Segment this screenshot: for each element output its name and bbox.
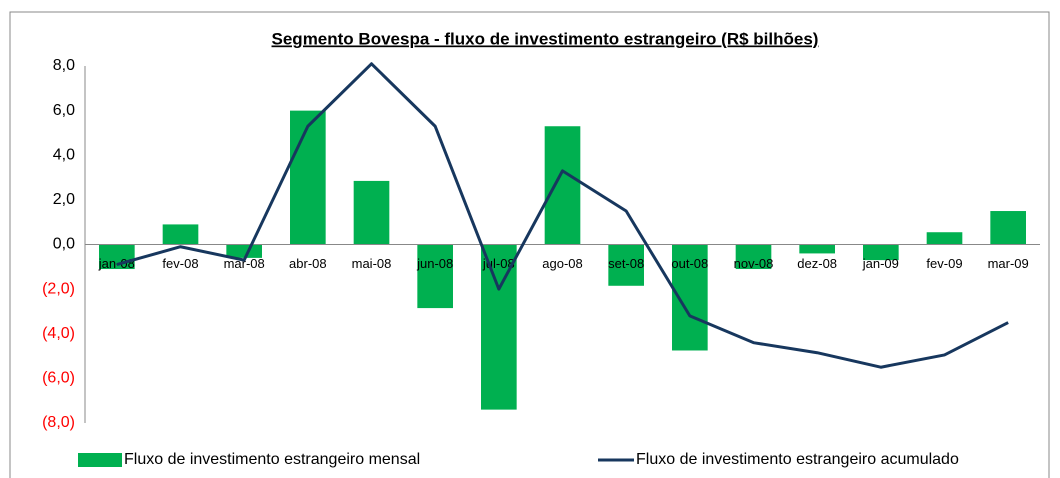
x-tick-label: jun-08 — [416, 256, 453, 271]
y-tick-label: (6,0) — [42, 370, 75, 387]
x-tick-label: jan-08 — [98, 256, 135, 271]
x-tick-label: fev-08 — [162, 256, 198, 271]
bar — [863, 244, 899, 261]
y-tick-label: (8,0) — [42, 414, 75, 431]
bar — [926, 232, 963, 245]
bar — [544, 126, 581, 245]
bar — [226, 244, 262, 258]
line — [116, 62, 1009, 369]
x-tick-label: mar-08 — [224, 256, 265, 271]
y-tick-label: 4,0 — [53, 146, 75, 163]
bar — [799, 244, 835, 254]
x-tick-label: mai-08 — [352, 256, 392, 271]
x-tick-label: fev-09 — [926, 256, 962, 271]
y-tick-label: 8,0 — [53, 57, 75, 74]
x-tick-label: nov-08 — [734, 256, 774, 271]
bar — [481, 244, 517, 410]
y-tick-label: (2,0) — [42, 280, 75, 297]
x-tick-label: out-08 — [671, 256, 708, 271]
bar — [990, 211, 1026, 245]
bar — [735, 244, 772, 270]
bar — [290, 110, 326, 245]
x-tick-label: jan-09 — [862, 256, 899, 271]
x-tick-label: dez-08 — [797, 256, 837, 271]
bar — [353, 180, 390, 245]
bar — [608, 244, 644, 286]
x-tick-label: set-08 — [608, 256, 644, 271]
bar — [99, 244, 135, 270]
legend-label: Fluxo de investimento estrangeiro acumul… — [636, 451, 959, 468]
y-tick-label: 0,0 — [53, 236, 75, 253]
bar — [417, 244, 453, 309]
chart-title: Segmento Bovespa - fluxo de investimento… — [272, 29, 819, 48]
bar — [162, 224, 199, 245]
x-tick-label: abr-08 — [289, 256, 327, 271]
legend-label: Fluxo de investimento estrangeiro mensal — [124, 451, 420, 468]
x-tick-label: ago-08 — [542, 256, 582, 271]
legend-swatch — [78, 453, 122, 467]
y-tick-label: 2,0 — [53, 191, 75, 208]
y-tick-label: 6,0 — [53, 102, 75, 119]
x-tick-label: mar-09 — [988, 256, 1029, 271]
y-tick-label: (4,0) — [42, 325, 75, 342]
